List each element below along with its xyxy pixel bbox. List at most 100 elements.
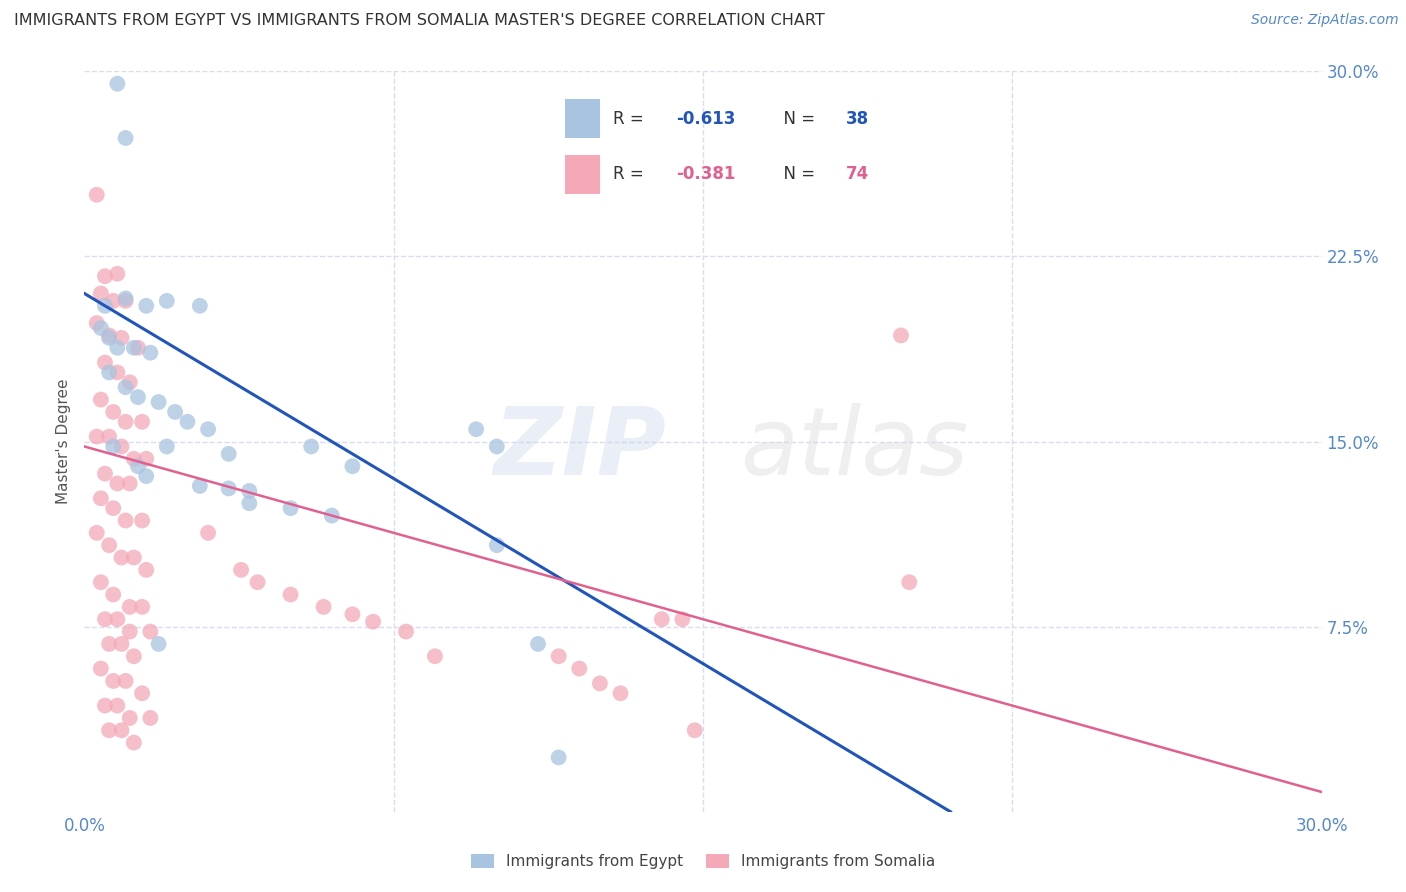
Point — [114, 380, 136, 394]
Point — [246, 575, 269, 590]
Point — [527, 637, 550, 651]
Point — [105, 698, 128, 713]
Point — [890, 328, 912, 343]
Point — [148, 395, 170, 409]
Point — [105, 476, 128, 491]
Point — [651, 612, 673, 626]
Point — [139, 345, 162, 359]
Point — [188, 299, 211, 313]
Point — [98, 331, 121, 345]
Point — [90, 491, 112, 506]
Point — [118, 476, 141, 491]
Point — [98, 429, 121, 443]
Point — [135, 469, 157, 483]
Point — [188, 479, 211, 493]
Point — [342, 607, 364, 622]
Point — [110, 637, 132, 651]
Point — [90, 662, 112, 676]
Y-axis label: Master's Degree: Master's Degree — [56, 379, 72, 504]
Point — [131, 599, 153, 614]
Point — [898, 575, 921, 590]
Point — [114, 514, 136, 528]
Point — [139, 711, 162, 725]
Point — [98, 328, 121, 343]
Point — [105, 341, 128, 355]
Point — [229, 563, 252, 577]
Point — [94, 269, 117, 284]
Point — [110, 550, 132, 565]
Point — [114, 131, 136, 145]
Point — [568, 662, 591, 676]
Point — [589, 676, 612, 690]
Point — [395, 624, 418, 639]
Point — [139, 624, 162, 639]
Point — [105, 77, 128, 91]
Point — [165, 405, 187, 419]
Point — [485, 440, 508, 454]
Point — [103, 588, 125, 602]
Legend: Immigrants from Egypt, Immigrants from Somalia: Immigrants from Egypt, Immigrants from S… — [464, 848, 942, 875]
Point — [110, 331, 132, 345]
Point — [86, 187, 108, 202]
Point — [218, 447, 240, 461]
Point — [103, 673, 125, 688]
Point — [127, 390, 149, 404]
Point — [118, 376, 141, 390]
Point — [90, 392, 112, 407]
Point — [218, 482, 240, 496]
Text: atlas: atlas — [740, 403, 969, 494]
Point — [299, 440, 322, 454]
Point — [90, 286, 112, 301]
Point — [131, 514, 153, 528]
Point — [90, 575, 112, 590]
Point — [280, 501, 302, 516]
Point — [135, 451, 157, 466]
Point — [105, 366, 128, 380]
Point — [671, 612, 693, 626]
Point — [122, 451, 145, 466]
Point — [90, 321, 112, 335]
Point — [423, 649, 446, 664]
Point — [342, 459, 364, 474]
Point — [312, 599, 335, 614]
Point — [103, 440, 125, 454]
Point — [103, 405, 125, 419]
Point — [609, 686, 631, 700]
Point — [98, 366, 121, 380]
Point — [127, 341, 149, 355]
Point — [118, 711, 141, 725]
Point — [131, 686, 153, 700]
Point — [94, 612, 117, 626]
Point — [98, 637, 121, 651]
Point — [131, 415, 153, 429]
Point — [547, 750, 569, 764]
Point — [485, 538, 508, 552]
Text: ZIP: ZIP — [494, 403, 666, 495]
Point — [103, 501, 125, 516]
Point — [98, 538, 121, 552]
Point — [98, 723, 121, 738]
Point — [135, 563, 157, 577]
Point — [105, 612, 128, 626]
Point — [94, 467, 117, 481]
Point — [135, 299, 157, 313]
Point — [197, 525, 219, 540]
Point — [86, 525, 108, 540]
Point — [238, 496, 260, 510]
Point — [238, 483, 260, 498]
Point — [122, 341, 145, 355]
Text: IMMIGRANTS FROM EGYPT VS IMMIGRANTS FROM SOMALIA MASTER'S DEGREE CORRELATION CHA: IMMIGRANTS FROM EGYPT VS IMMIGRANTS FROM… — [14, 13, 825, 29]
Point — [118, 599, 141, 614]
Point — [122, 649, 145, 664]
Point — [683, 723, 706, 738]
Point — [114, 415, 136, 429]
Point — [127, 459, 149, 474]
Point — [110, 440, 132, 454]
Point — [547, 649, 569, 664]
Point — [114, 673, 136, 688]
Point — [156, 440, 179, 454]
Point — [114, 293, 136, 308]
Point — [122, 550, 145, 565]
Point — [156, 293, 179, 308]
Point — [280, 588, 302, 602]
